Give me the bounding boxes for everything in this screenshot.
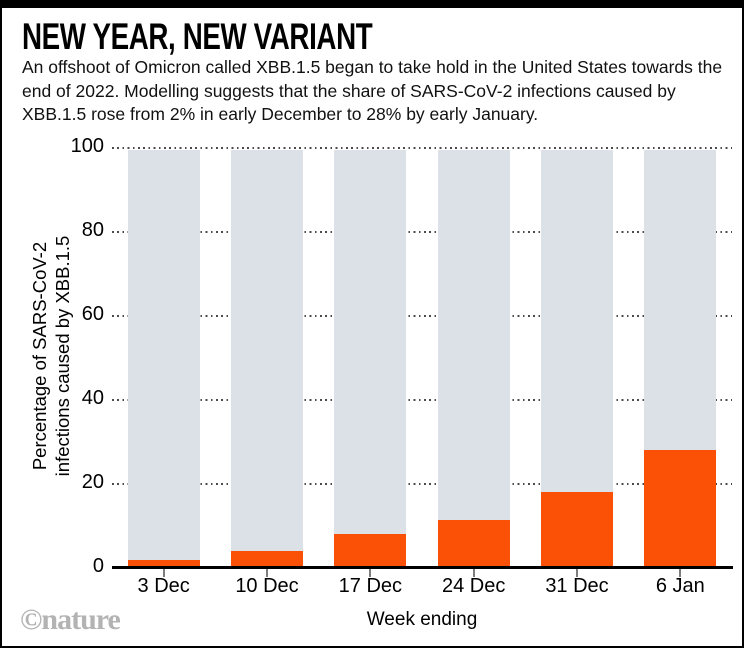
y-tick-label: 40 — [81, 387, 104, 409]
h-gridline — [112, 399, 732, 401]
x-tick-label: 17 Dec — [338, 575, 403, 597]
h-gridline — [112, 147, 732, 149]
y-tick-label: 60 — [81, 303, 104, 325]
x-tick — [369, 569, 372, 577]
right-rule — [742, 0, 744, 648]
value-bar — [127, 559, 200, 568]
left-rule — [0, 0, 2, 648]
x-axis-title: Week ending — [366, 609, 478, 630]
value-bar — [437, 519, 510, 568]
bar-background — [127, 150, 200, 568]
h-gridline — [112, 315, 732, 317]
value-bar — [231, 551, 303, 568]
bar-background — [231, 150, 303, 568]
x-tick-label: 31 Dec — [545, 575, 609, 597]
bottom-rule — [0, 646, 744, 648]
x-tick — [679, 569, 682, 577]
value-bar — [334, 534, 407, 568]
x-axis-line — [112, 566, 733, 569]
x-tick-label: 3 Dec — [137, 575, 190, 597]
y-tick-label: 100 — [70, 135, 104, 157]
x-tick — [162, 569, 165, 577]
h-gridline — [112, 483, 732, 485]
y-tick-label: 80 — [81, 219, 104, 241]
bar-background — [334, 150, 407, 568]
nature-credit: ©nature — [20, 603, 121, 636]
value-bar — [644, 450, 717, 568]
top-rule — [0, 0, 744, 8]
x-tick-label: 6 Jan — [655, 575, 705, 597]
chart-subtitle: An offshoot of Omicron called XBB.1.5 be… — [22, 57, 723, 124]
x-tick — [266, 569, 268, 577]
chart-title: NEW YEAR, NEW VARIANT — [22, 16, 373, 57]
x-tick — [576, 569, 578, 577]
x-tick-label: 24 Dec — [441, 575, 506, 597]
plot-area — [112, 147, 732, 568]
x-tick — [472, 569, 475, 577]
y-tick-label: 20 — [81, 471, 104, 493]
value-bar — [541, 492, 613, 568]
bar-background — [437, 150, 510, 568]
h-gridline — [112, 231, 732, 233]
y-tick-label: 0 — [92, 555, 104, 577]
x-tick-label: 10 Dec — [235, 575, 299, 597]
